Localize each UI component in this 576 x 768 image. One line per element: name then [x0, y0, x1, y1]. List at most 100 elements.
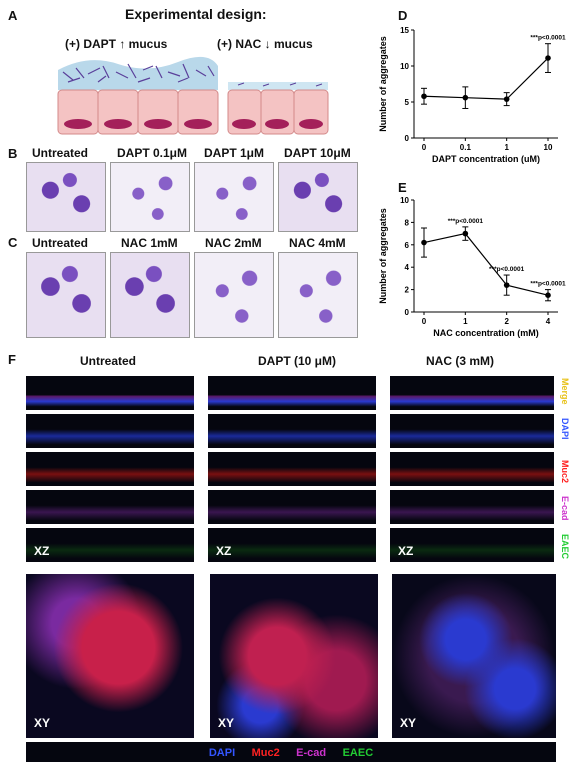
x-tick-label: 2 [504, 317, 509, 326]
mucus-layer-thin [228, 82, 328, 90]
y-axis-label: Number of aggregates [378, 36, 388, 132]
xy-nac: XY [392, 574, 556, 738]
xz-strip [390, 376, 554, 410]
xz-strip [208, 376, 376, 410]
micrograph-c-untreated [26, 252, 106, 338]
mucus-layer-thick [58, 56, 218, 90]
micrograph-c-nac-4 [278, 252, 358, 338]
nac-mucus-label: (+) NAC ↓ mucus [217, 37, 313, 51]
x-tick-label: 4 [546, 317, 551, 326]
y-tick-label: 15 [400, 26, 409, 35]
b-label-untreated: Untreated [32, 146, 89, 160]
chart-d: 0 5 10 15 0 0.1 1 10 ***p<0.0001 DAPT concentrati… [378, 26, 566, 164]
micrograph-b-dapt-0.1 [110, 162, 190, 232]
x-tick-label: 0 [422, 317, 427, 326]
micrograph-b-untreated [26, 162, 106, 232]
y-tick-label: 10 [400, 196, 409, 205]
channel-label-muc2: Muc2 [560, 460, 570, 484]
c-label-nac-2: NAC 2mM [205, 236, 262, 250]
xz-strip [208, 490, 376, 524]
xy-label-dapt: XY [218, 716, 235, 730]
series-line [423, 232, 549, 296]
y-tick-label: 10 [400, 62, 409, 71]
micrograph-b-dapt-1 [194, 162, 274, 232]
xz-strip: XZ [390, 528, 554, 562]
xz-strip [26, 490, 194, 524]
xz-strip: XZ [208, 528, 376, 562]
xz-strip [390, 490, 554, 524]
data-point [503, 282, 510, 288]
legend-ecad: E-cad [296, 747, 327, 759]
y-tick-label: 4 [405, 263, 410, 272]
data-point [462, 94, 469, 101]
data-point [503, 96, 510, 102]
x-axis-label: DAPT concentration (uM) [432, 154, 540, 164]
legend-muc2: Muc2 [251, 747, 280, 759]
significance-label: ***p<0.0001 [448, 218, 484, 225]
channel-legend: DAPI Muc2 E-cad EAEC [26, 742, 556, 762]
xy-untreated: XY [26, 574, 194, 738]
x-tick-label: 10 [544, 143, 553, 152]
data-point [421, 239, 427, 246]
xz-strip [208, 414, 376, 448]
x-tick-label: 1 [463, 317, 468, 326]
y-tick-label: 0 [405, 308, 410, 317]
panel-label-f: F [8, 352, 16, 367]
series-line [423, 57, 549, 100]
epithelium-diagram [57, 56, 329, 135]
x-tick-label: 0 [422, 143, 427, 152]
y-tick-label: 6 [405, 241, 410, 250]
xz-strip [208, 452, 376, 486]
c-label-untreated: Untreated [32, 236, 89, 250]
significance-label: ***p<0.0001 [530, 281, 566, 288]
xz-label: XZ [398, 544, 414, 558]
data-point [462, 230, 469, 237]
x-axis-label: NAC concentration (mM) [433, 328, 539, 338]
significance-label: ***p<0.0001 [530, 35, 566, 42]
y-tick-label: 2 [405, 286, 410, 295]
f-col-nac: NAC (3 mM) [426, 354, 494, 368]
dapt-mucus-label: (+) DAPT ↑ mucus [65, 37, 168, 51]
panel-label-b: B [8, 146, 18, 161]
micrograph-c-nac-1 [110, 252, 190, 338]
panel-label-d: D [398, 8, 408, 23]
y-axis-label: Number of aggregates [378, 208, 388, 304]
micrograph-c-nac-2 [194, 252, 274, 338]
xz-strip [390, 452, 554, 486]
xz-label: XZ [216, 544, 232, 558]
channel-label-dapi: DAPI [560, 418, 570, 440]
f-col-dapt: DAPT (10 μM) [258, 354, 337, 368]
panel-label-c: C [8, 235, 18, 250]
y-tick-label: 8 [405, 218, 410, 227]
mucin-fibers [62, 63, 215, 83]
chart-e: 0 2 4 6 8 10 0 1 2 4 ***p<0.0001 ***p<0.0001 ***p<0.… [378, 196, 566, 338]
xz-strip [26, 414, 194, 448]
xz-strip [26, 452, 194, 486]
xz-strip [390, 414, 554, 448]
channel-label-ecad: E-cad [560, 496, 570, 521]
xz-strip: XZ [26, 528, 194, 562]
b-label-dapt-10: DAPT 10μM [284, 146, 351, 160]
panel-a-title: Experimental design: [125, 6, 267, 22]
y-tick-label: 5 [405, 98, 410, 107]
b-label-dapt-0.1: DAPT 0.1μM [117, 146, 188, 160]
legend-eaec: EAEC [342, 747, 374, 759]
channel-label-eaec: EAEC [560, 534, 570, 560]
f-col-untreated: Untreated [80, 354, 137, 368]
xz-strip [26, 376, 194, 410]
y-tick-label: 0 [405, 134, 410, 143]
channel-label-merge: Merge [560, 378, 570, 405]
xz-label: XZ [34, 544, 50, 558]
panel-label-e: E [398, 180, 407, 195]
mucin-fibers-sparse [237, 82, 323, 87]
data-point [545, 55, 551, 61]
xy-label-nac: XY [400, 716, 417, 730]
legend-dapi: DAPI [208, 747, 236, 759]
data-point [545, 292, 551, 298]
data-point [421, 93, 427, 100]
b-label-dapt-1: DAPT 1μM [204, 146, 265, 160]
panel-label-a: A [8, 8, 18, 23]
micrograph-b-dapt-10 [278, 162, 358, 232]
xy-dapt: XY [210, 574, 378, 738]
c-label-nac-1: NAC 1mM [121, 236, 178, 250]
